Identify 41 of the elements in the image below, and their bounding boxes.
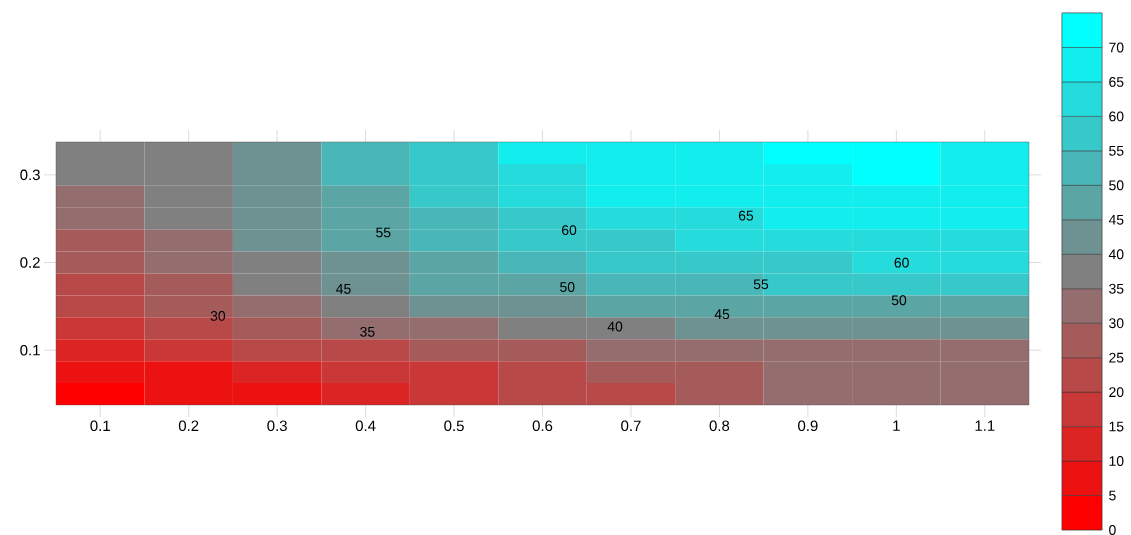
annotation: 45 (336, 284, 351, 294)
annotation: 50 (560, 282, 575, 292)
color-bar-label: 0 (1109, 525, 1116, 535)
color-bar-label: 35 (1109, 283, 1124, 294)
x-tick-label: 1.1 (975, 420, 995, 431)
color-bar-label: 15 (1109, 421, 1124, 432)
annotation: 40 (607, 321, 623, 332)
annotation: 65 (738, 210, 754, 221)
x-tick-label: 1 (893, 420, 900, 431)
x-tick-label: 0.2 (178, 420, 199, 432)
y-tick-label: 0.1 (20, 344, 40, 356)
x-tick-label: 0.1 (90, 420, 110, 432)
annotation: 55 (376, 227, 391, 238)
color-bar-label: 45 (1108, 214, 1124, 225)
x-tick-label: 0.5 (444, 420, 464, 432)
annotation: 60 (894, 257, 909, 268)
color-bar-label: 70 (1109, 42, 1124, 53)
annotation: 55 (753, 279, 769, 290)
x-tick-label: 0.9 (798, 420, 818, 432)
color-bar-label: 65 (1109, 76, 1124, 87)
x-tick-label: 0.4 (355, 420, 376, 432)
annotation: 60 (561, 225, 577, 236)
color-bar-label: 20 (1109, 387, 1124, 398)
y-tick-label: 0.3 (20, 169, 40, 181)
color-bar-label: 10 (1109, 456, 1124, 466)
x-tick-label: 0.6 (532, 420, 553, 432)
x-tick-label: 0.3 (267, 420, 287, 432)
color-bar-label: 30 (1109, 318, 1124, 329)
color-bar-label: 5 (1109, 490, 1116, 501)
x-tick-label: 0.7 (621, 420, 641, 432)
x-tick-label: 0.8 (709, 420, 730, 432)
y-tick-label: 0.2 (20, 257, 40, 268)
color-bar-label: 55 (1109, 145, 1124, 156)
annotation: 50 (891, 295, 907, 306)
color-bar-label: 25 (1109, 352, 1124, 363)
annotation: 30 (210, 310, 226, 321)
color-bar-label: 50 (1109, 180, 1124, 191)
annotation: 35 (360, 326, 375, 337)
annotation: 45 (714, 309, 730, 320)
color-bar-label: 60 (1109, 111, 1124, 122)
color-bar-label: 40 (1108, 249, 1124, 260)
